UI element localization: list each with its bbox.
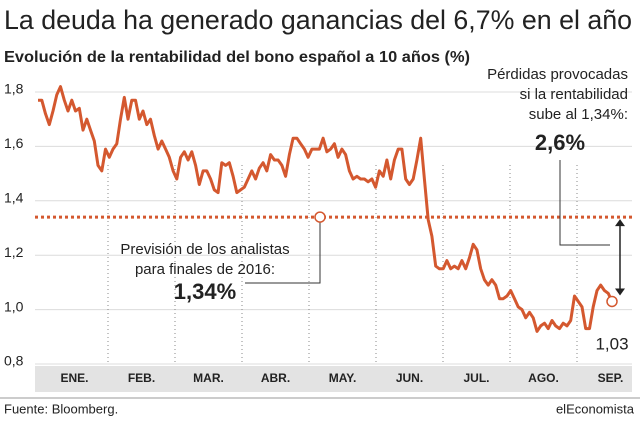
source: Fuente: Bloomberg. (4, 401, 118, 416)
loss-value-label: 2,6% (535, 130, 585, 155)
loss-label: Pérdidas provocadas (487, 66, 628, 83)
chart-title: La deuda ha generado ganancias del 6,7% … (4, 5, 632, 35)
forecast-value-label: 1,34% (174, 279, 236, 304)
x-tick-label: FEB. (128, 371, 155, 385)
x-tick-label: SEP. (598, 371, 624, 385)
y-tick-label: 1,6 (4, 135, 24, 151)
data-line (38, 85, 614, 333)
loss-label: si la rentabilidad (520, 86, 628, 103)
last-label: 1,03 (595, 334, 628, 353)
last-point (606, 295, 618, 308)
x-tick-label: MAY. (329, 371, 357, 385)
forecast-leader (245, 222, 321, 284)
x-axis-band (35, 366, 632, 392)
x-tick-label: ABR. (261, 371, 290, 385)
arrow-head (615, 288, 625, 296)
y-tick-label: 1,2 (4, 244, 24, 260)
y-tick-label: 1,4 (4, 190, 24, 206)
x-tick-label: MAR. (193, 371, 224, 385)
chart-subtitle: Evolución de la rentabilidad del bono es… (4, 49, 470, 66)
publisher: elEconomista (556, 401, 635, 416)
y-tick-label: 1,0 (4, 298, 24, 314)
loss-leader (559, 160, 610, 246)
forecast-marker (314, 211, 326, 223)
loss-label: sube al 1,34%: (529, 106, 628, 123)
forecast-label: para finales de 2016: (135, 261, 275, 278)
arrow-head (615, 219, 625, 227)
x-tick-label: AGO. (528, 371, 559, 385)
y-tick-label: 0,8 (4, 353, 24, 369)
y-tick-label: 1,8 (4, 81, 24, 97)
x-tick-label: JUN. (396, 371, 423, 385)
forecast-label: Previsión de los analistas (120, 241, 289, 258)
x-tick-label: ENE. (60, 371, 88, 385)
x-tick-label: JUL. (463, 371, 489, 385)
